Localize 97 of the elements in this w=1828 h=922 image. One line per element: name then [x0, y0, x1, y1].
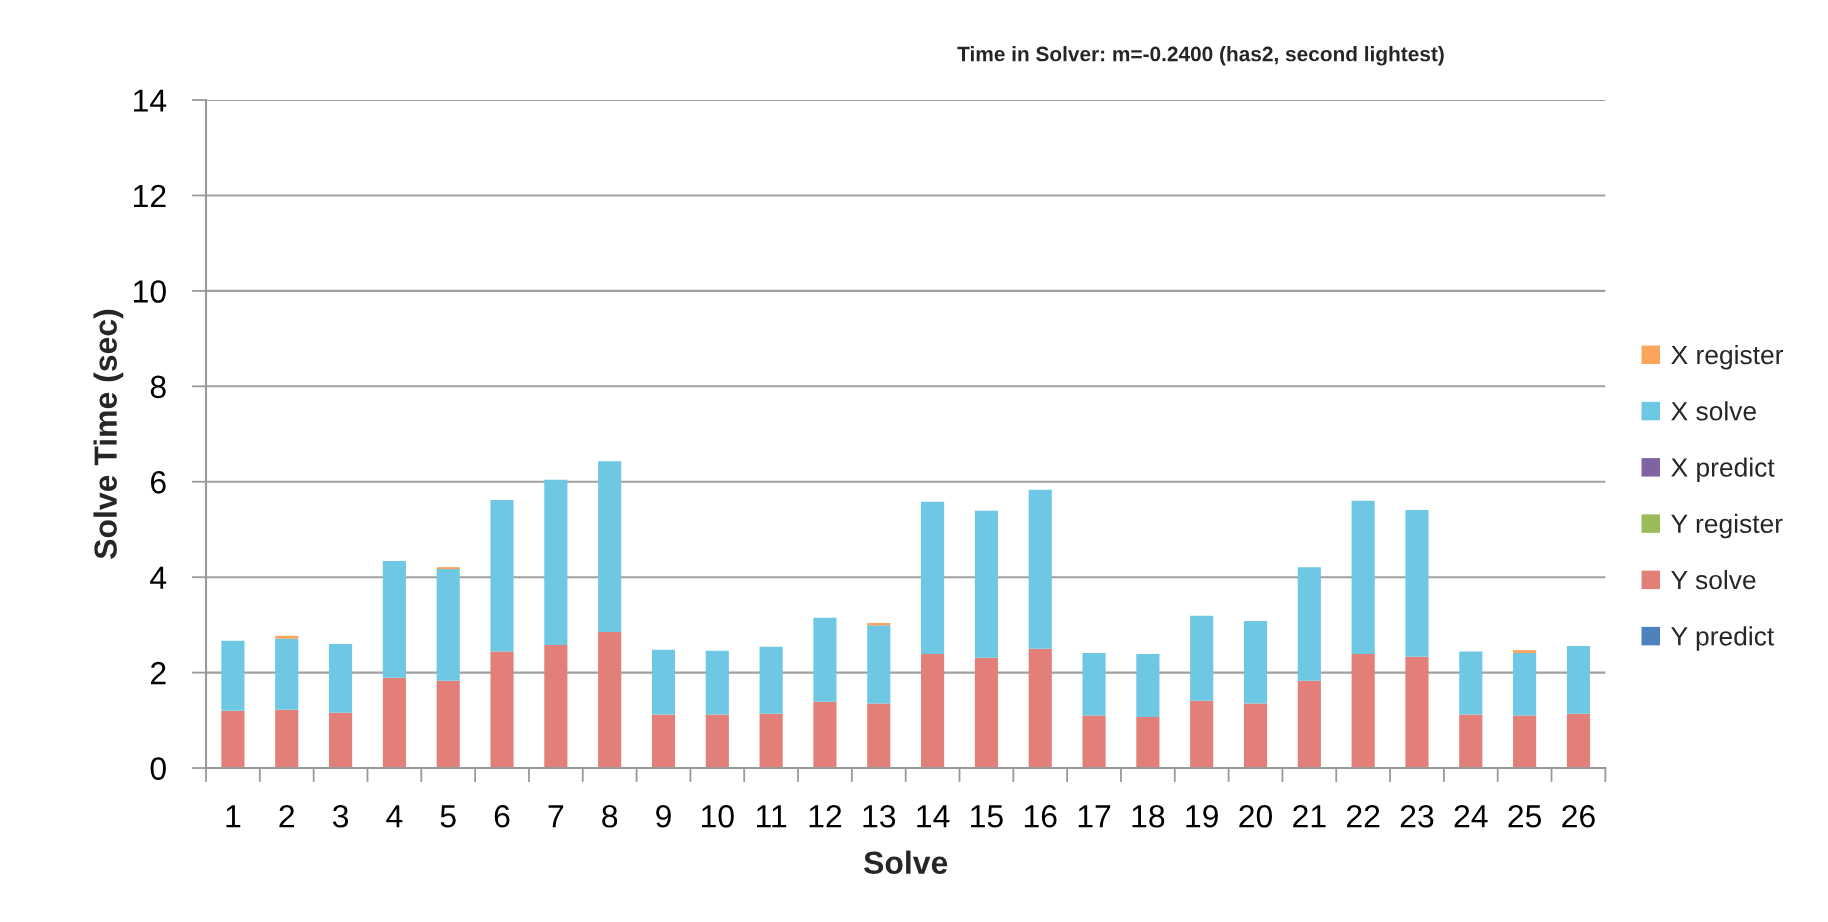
bar: [275, 635, 299, 639]
x-tick-label: 10: [701, 804, 734, 828]
bar: [651, 714, 676, 769]
legend-label: X register: [1671, 344, 1784, 370]
bar: [705, 650, 729, 715]
bar: [1297, 567, 1321, 681]
bar: [1243, 703, 1268, 769]
x-tick-label: 8: [602, 804, 618, 828]
x-tick-label: 1: [226, 805, 241, 828]
bar: [329, 712, 353, 769]
x-tick-label: 2: [279, 804, 295, 828]
legend-label: Y solve: [1671, 569, 1756, 590]
bar: [221, 710, 245, 769]
bar: [598, 632, 622, 769]
x-tick-label: 17: [1078, 805, 1111, 828]
bar: [759, 646, 783, 714]
x-tick-label: 25: [1508, 804, 1542, 828]
bar: [275, 638, 299, 710]
y-tick-label: 10: [134, 280, 166, 303]
bar: [1405, 509, 1429, 657]
bar: [1243, 621, 1268, 704]
x-tick-label: 12: [809, 804, 842, 828]
x-tick-label: 5: [440, 805, 456, 828]
bar: [867, 625, 891, 704]
bar: [1028, 489, 1052, 649]
bar: [1136, 653, 1160, 717]
bar: [1513, 653, 1537, 716]
x-tick-label: 13: [863, 804, 896, 828]
bar: [1566, 645, 1591, 714]
x-tick-label: 15: [971, 805, 1003, 828]
chart-title: Time in Solver: m=-0.2400 (has2, second lightest): [957, 46, 1444, 66]
legend-label: X solve: [1671, 401, 1756, 421]
bar: [867, 703, 891, 769]
bar: [759, 713, 783, 769]
x-tick-label: 26: [1562, 804, 1595, 828]
bar: [1136, 716, 1160, 769]
bar: [382, 560, 406, 678]
bar: [1513, 650, 1537, 654]
bar: [436, 569, 460, 681]
y-tick-label: 12: [134, 184, 166, 208]
bar: [1297, 680, 1321, 769]
x-tick-label: 4: [386, 805, 403, 828]
x-tick-label: 6: [494, 804, 510, 828]
y-tick-label: 0: [150, 757, 166, 780]
x-axis-title: Solve: [863, 850, 948, 875]
y-tick-label: 6: [150, 471, 166, 494]
y-axis-title: Solve Time (sec): [93, 309, 124, 559]
x-tick-label: 7: [548, 805, 564, 828]
bar: [813, 617, 837, 702]
y-tick-label: 2: [150, 661, 166, 685]
y-tick-label: 14: [134, 89, 167, 112]
bar: [544, 479, 568, 645]
bar: [1082, 715, 1106, 769]
bar: [1082, 653, 1106, 716]
x-tick-label: 19: [1186, 804, 1218, 828]
bar: [1513, 715, 1537, 769]
bar: [1190, 615, 1214, 701]
bar: [436, 680, 460, 769]
bar: [490, 499, 514, 652]
x-tick-label: 16: [1024, 804, 1057, 828]
bar: [1190, 700, 1214, 769]
bar: [490, 651, 514, 769]
bar: [921, 501, 945, 654]
x-tick-label: 20: [1239, 804, 1273, 828]
bar: [1351, 500, 1375, 654]
bar: [329, 643, 353, 713]
bar: [275, 709, 299, 769]
bar: [598, 461, 622, 633]
bar: [1459, 651, 1483, 715]
x-tick-label: 21: [1293, 804, 1326, 828]
bar: [705, 714, 729, 769]
bar: [221, 640, 245, 711]
bar: [813, 701, 837, 769]
x-tick-label: 18: [1132, 804, 1165, 828]
bar: [651, 649, 676, 715]
y-tick-label: 4: [150, 566, 167, 589]
bar: [544, 644, 568, 769]
bar: [974, 657, 998, 769]
y-tick-label: 8: [150, 375, 166, 399]
bar: [1351, 653, 1375, 769]
bar: [1566, 713, 1591, 769]
bar: [382, 677, 406, 769]
bar: [1405, 656, 1429, 769]
x-tick-label: 3: [332, 804, 349, 828]
x-tick-label: 23: [1400, 804, 1434, 828]
legend-label: Y register: [1671, 513, 1783, 539]
bar: [1028, 648, 1052, 769]
x-tick-label: 24: [1454, 804, 1488, 828]
x-tick-label: 14: [917, 805, 950, 828]
x-tick-label: 22: [1347, 804, 1380, 828]
bar: [921, 653, 945, 769]
legend-label: X predict: [1671, 457, 1775, 483]
bar: [1459, 714, 1483, 769]
bar: [974, 510, 998, 658]
legend-label: Y predict: [1671, 626, 1775, 651]
x-tick-label: 9: [656, 804, 671, 828]
x-tick-label: 11: [756, 805, 787, 828]
